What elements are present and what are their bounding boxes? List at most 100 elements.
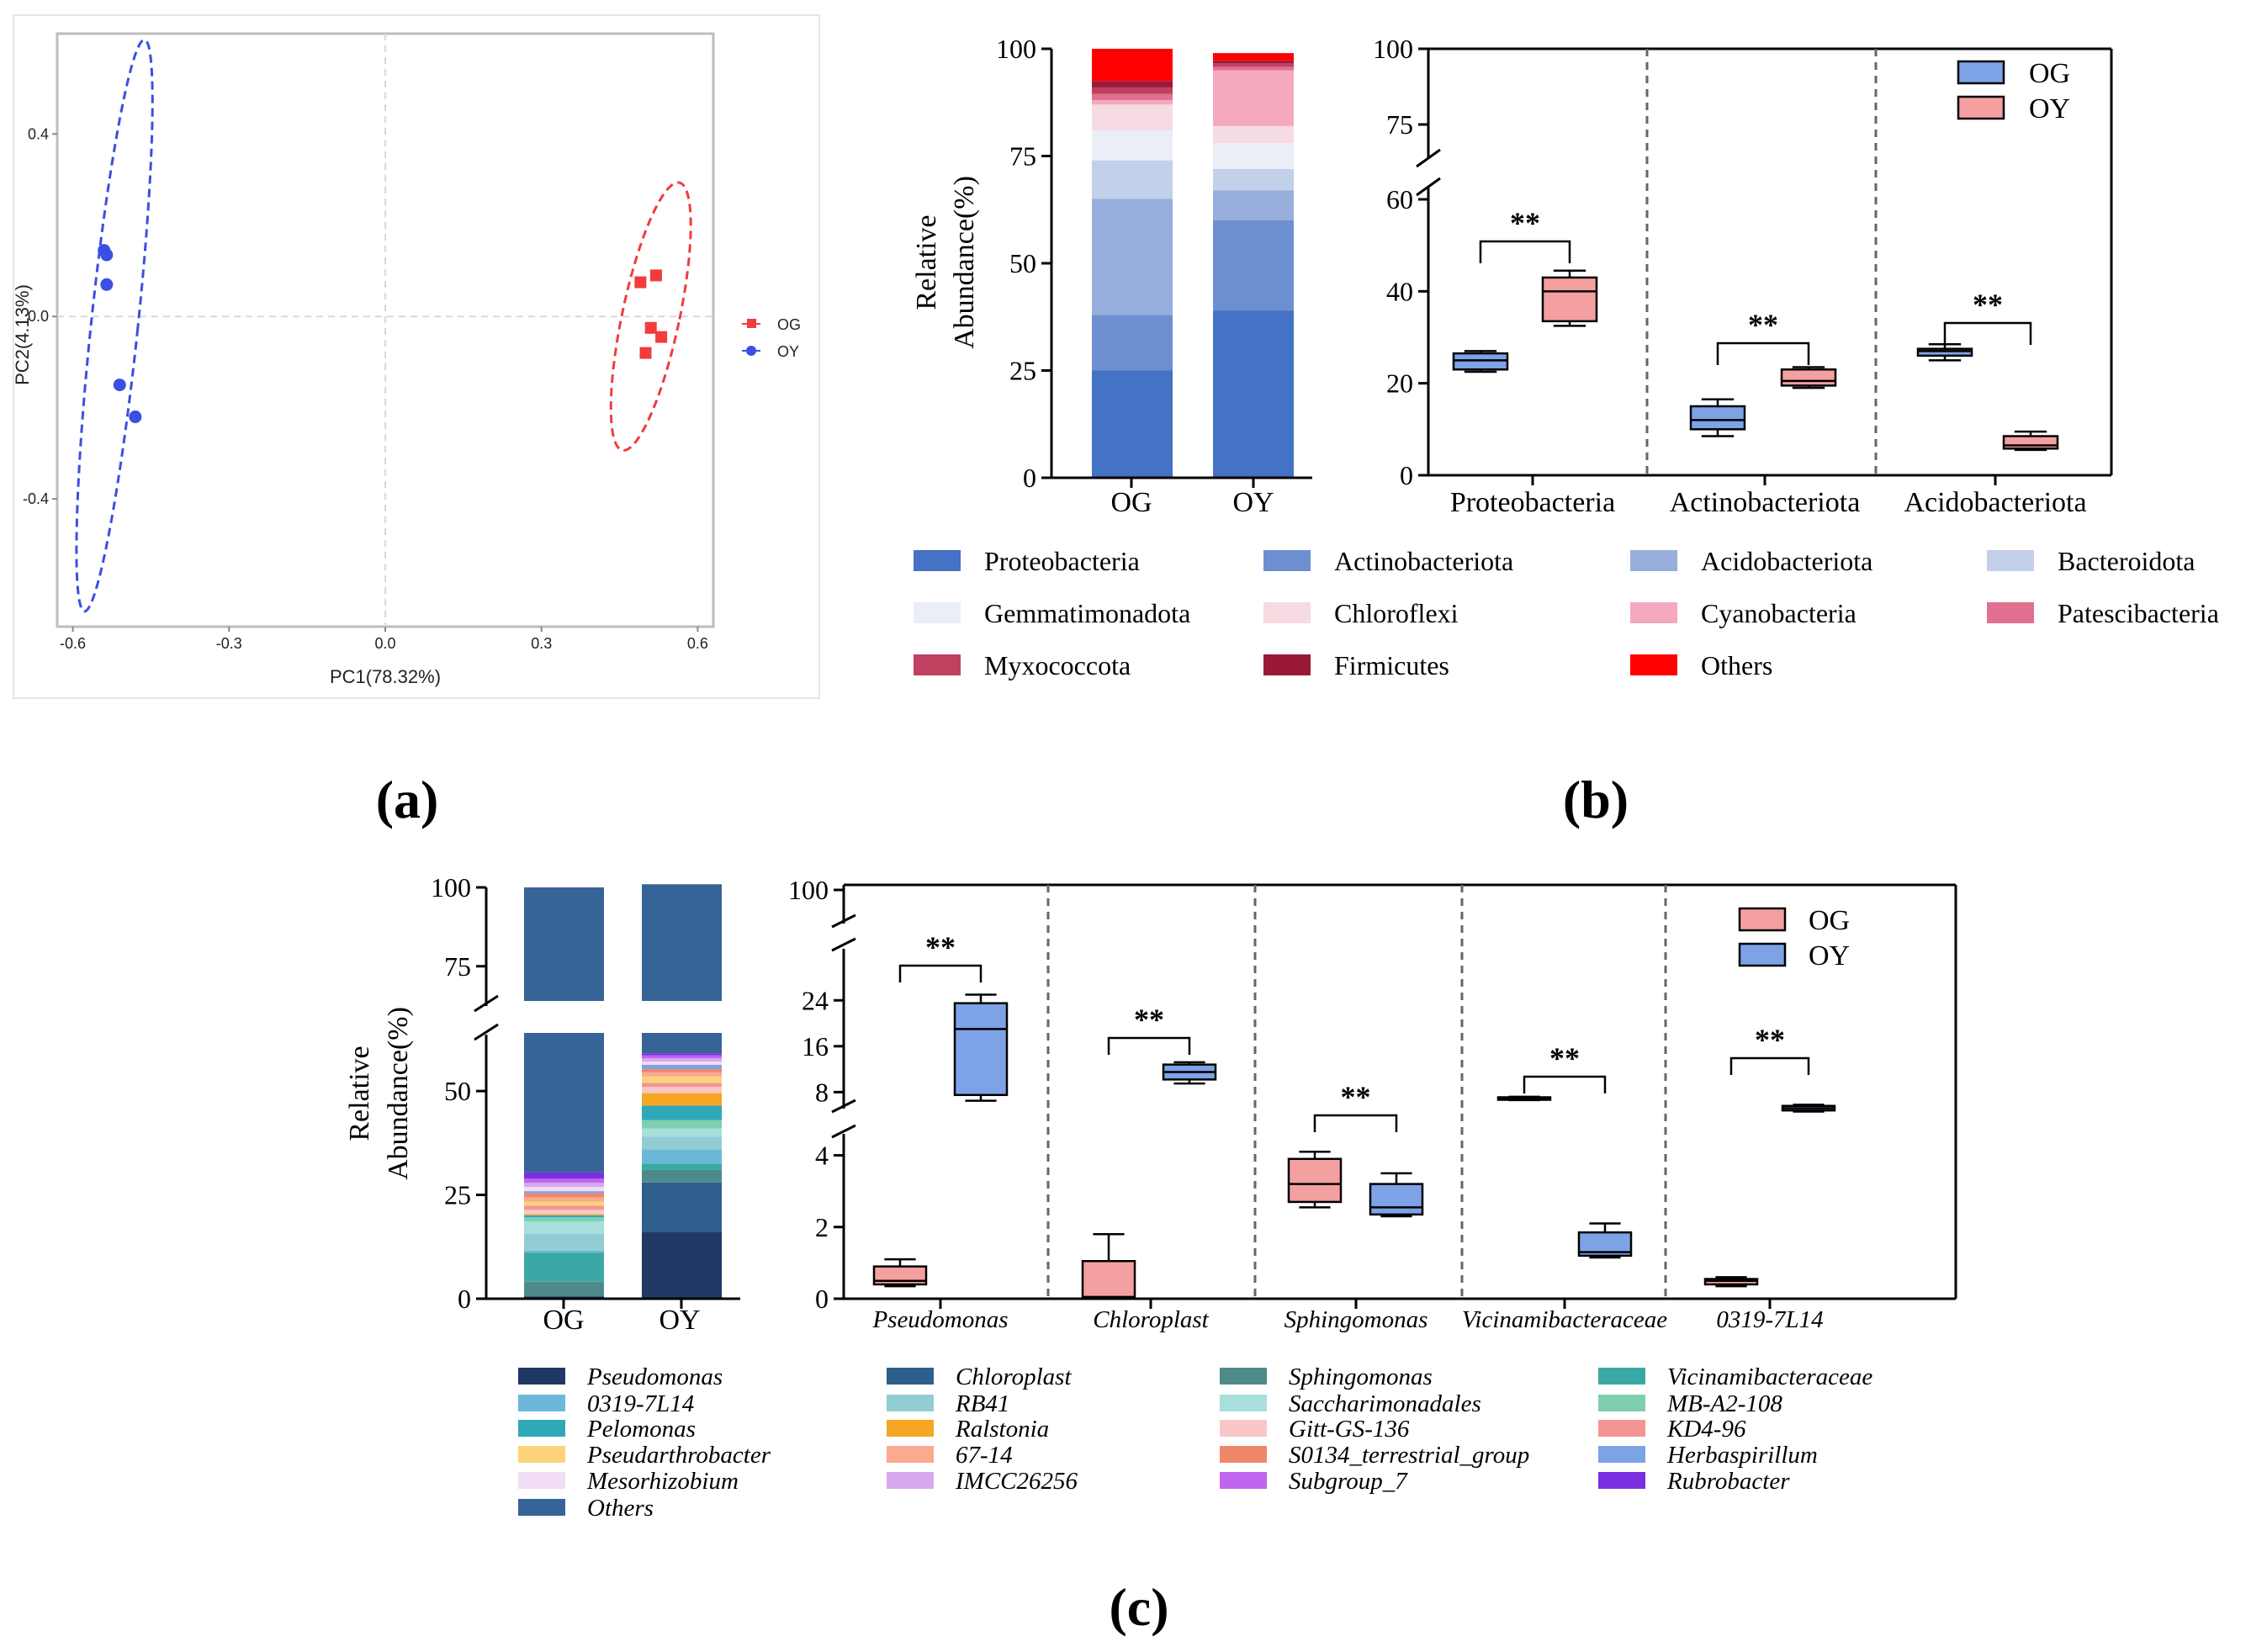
bar-segment-oy bbox=[642, 1093, 722, 1106]
legend-label: Chloroflexi bbox=[1334, 598, 1459, 628]
sig-phylum-label: ** bbox=[1748, 308, 1778, 342]
pca-point-oy bbox=[100, 248, 114, 262]
legend-label: Rubrobacter bbox=[1666, 1468, 1790, 1495]
bar-segment-og bbox=[524, 1233, 604, 1251]
genus-box-legend: OG OY bbox=[1738, 905, 1850, 972]
box-oy bbox=[1541, 276, 1598, 323]
axis-break-mark bbox=[1416, 148, 1441, 168]
bar-segment-oy bbox=[642, 1128, 722, 1137]
legend-swatch bbox=[518, 1420, 565, 1437]
legend-label: Others bbox=[587, 1495, 654, 1522]
pca-legend-oy: OY bbox=[777, 343, 799, 360]
phylum-box-legend-oy-swatch bbox=[1957, 95, 2005, 120]
y-tick-label: 100 bbox=[431, 872, 471, 903]
y-tick-label: 20 bbox=[1386, 368, 1413, 399]
pca-ticks: -0.6 -0.3 0.0 0.3 0.6 -0.4 0.0 0.4 bbox=[23, 125, 708, 652]
legend-label: Subgroup_7 bbox=[1289, 1468, 1408, 1495]
phylum-stack-ylabel-1: Relative bbox=[911, 214, 942, 310]
bar-segment-og bbox=[524, 1183, 604, 1188]
legend-swatch bbox=[1598, 1368, 1645, 1385]
pca-y-tick-label: 0.4 bbox=[28, 125, 49, 142]
bar-segment-og bbox=[524, 1197, 604, 1202]
y-tick-label: 75 bbox=[444, 951, 471, 982]
bar-segment-oy bbox=[1213, 220, 1294, 311]
legend-label: Myxococcota bbox=[984, 650, 1131, 680]
genus-legend: Pseudomonas Chloroplast Sphingomonas Vicina… bbox=[518, 1363, 1872, 1522]
y-tick-label: 0 bbox=[458, 1284, 471, 1314]
pca-point-og bbox=[655, 331, 668, 343]
bar-segment-oy bbox=[642, 1055, 722, 1059]
legend-swatch bbox=[518, 1472, 565, 1489]
y-tick-label: 60 bbox=[1386, 184, 1413, 214]
pca-x-label: PC1(78.32%) bbox=[330, 666, 441, 687]
bar-segment-oy bbox=[1213, 143, 1294, 169]
legend-label: S0134_terrestrial_group bbox=[1289, 1442, 1529, 1469]
bar-segment-og bbox=[1092, 199, 1173, 315]
legend-label: Actinobacteriota bbox=[1334, 546, 1513, 576]
panel-label-a: (a) bbox=[376, 770, 439, 829]
y-tick-label: 50 bbox=[444, 1076, 471, 1106]
bar-segment-oy bbox=[1213, 63, 1294, 67]
pca-point-oy bbox=[100, 278, 114, 291]
bar-segment-oy bbox=[1213, 66, 1294, 71]
genus-box-legend-oy: OY bbox=[1809, 940, 1850, 972]
legend-og-marker bbox=[747, 319, 756, 328]
genus-stack-bars bbox=[524, 884, 722, 1299]
y-tick-label: 50 bbox=[1009, 248, 1036, 278]
legend-label: RB41 bbox=[955, 1390, 1009, 1417]
bar-segment-og bbox=[524, 1215, 604, 1218]
pca-points bbox=[98, 244, 668, 424]
legend-swatch bbox=[1987, 550, 2034, 571]
legend-swatch bbox=[518, 1368, 565, 1385]
pca-y-label: PC2(4.13%) bbox=[12, 284, 33, 385]
bar-segment-og bbox=[524, 1191, 604, 1194]
y-tick-label: 100 bbox=[788, 875, 829, 905]
phylum-box-ticks: 0 20 40 60 75 100 bbox=[1373, 34, 1997, 490]
bar-segment-oy bbox=[1213, 190, 1294, 220]
bar-segment-oy bbox=[642, 1065, 722, 1069]
bar-segment-og bbox=[524, 1033, 604, 1173]
phylum-stack-bars bbox=[1092, 49, 1294, 478]
legend-swatch bbox=[914, 550, 961, 571]
genus-stack-axes bbox=[474, 887, 740, 1300]
legend-swatch bbox=[1630, 550, 1677, 571]
sig-genus-label: ** bbox=[1549, 1041, 1580, 1075]
pca-point-og bbox=[634, 276, 647, 289]
legend-swatch bbox=[914, 602, 961, 623]
legend-label: Patescibacteria bbox=[2058, 598, 2219, 628]
sig-phylum-label: ** bbox=[1510, 206, 1540, 240]
phylum-legend: Proteobacteria Actinobacteriota Acidobacte… bbox=[914, 546, 2219, 680]
axis-break-mark bbox=[831, 1099, 856, 1114]
legend-oy-marker bbox=[746, 346, 756, 356]
pca-x-tick-label: -0.6 bbox=[60, 635, 86, 652]
box-og bbox=[1287, 1157, 1343, 1204]
genus-box-legend-og-swatch bbox=[1738, 907, 1787, 932]
phylum-box-legend-oy: OY bbox=[2029, 93, 2070, 124]
legend-label: Firmicutes bbox=[1334, 650, 1449, 680]
sig-phylum-bracket bbox=[1943, 321, 2032, 345]
genus-box-legend-og: OG bbox=[1809, 905, 1850, 936]
bar-segment-og bbox=[524, 1172, 604, 1179]
phylum-box-legend-og-swatch bbox=[1957, 60, 2005, 85]
axis-break-mark bbox=[831, 913, 856, 929]
pca-y-tick-label: 0.0 bbox=[28, 308, 49, 325]
bar-segment-oy bbox=[642, 1087, 722, 1093]
bar-segment-og bbox=[524, 1201, 604, 1206]
y-tick-label: 16 bbox=[802, 1031, 829, 1062]
genus-box-significance: ** ** ** ** ** bbox=[898, 930, 1810, 1132]
legend-swatch bbox=[1598, 1420, 1645, 1437]
box-og bbox=[1081, 1260, 1136, 1300]
bar-segment-oy bbox=[642, 1163, 722, 1170]
genus-stack-ylabel-2: Abundance(%) bbox=[383, 1007, 414, 1180]
phylum-stack-cat-oy: OY bbox=[1232, 487, 1274, 518]
legend-label: Bacteroidota bbox=[2058, 546, 2195, 576]
bar-segment-og bbox=[524, 1210, 604, 1215]
sig-genus-bracket bbox=[1523, 1075, 1607, 1093]
legend-label: Vicinamibacteraceae bbox=[1667, 1363, 1872, 1390]
bar-segment-oy bbox=[642, 1068, 722, 1072]
pca-panel: -0.6 -0.3 0.0 0.3 0.6-0.40.00.4 PC1(78.32%) … bbox=[12, 14, 820, 699]
bar-segment-oy bbox=[642, 1169, 722, 1183]
legend-swatch bbox=[1598, 1472, 1645, 1489]
box-og bbox=[1689, 405, 1746, 431]
